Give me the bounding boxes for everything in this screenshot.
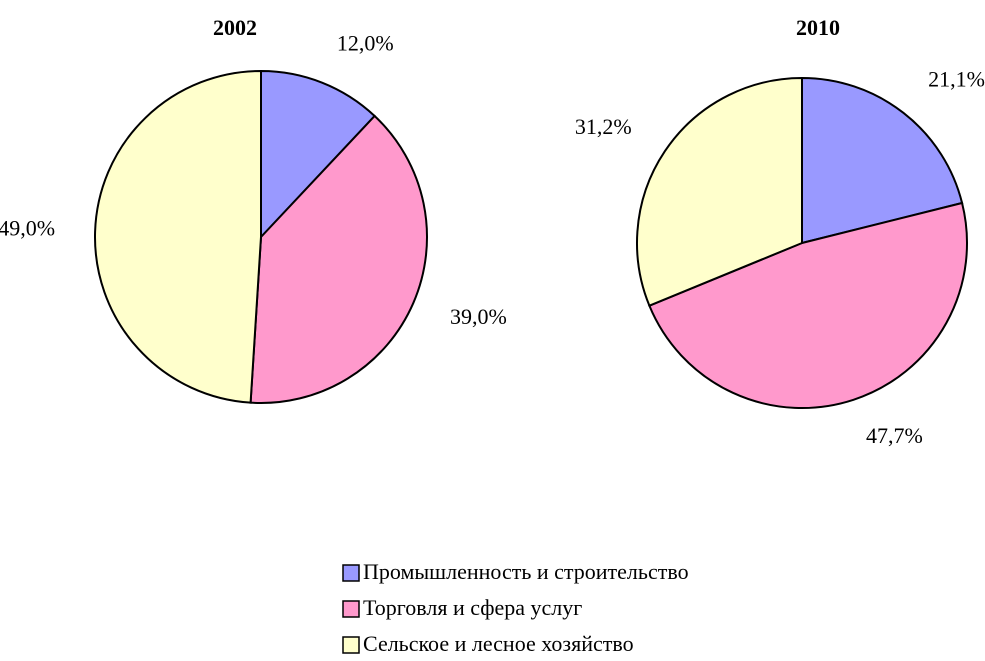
data-label: 49,0% — [0, 216, 55, 241]
legend-label: Промышленность и строительство — [363, 559, 689, 584]
chart-title: 2002 — [213, 15, 257, 40]
data-label: 21,1% — [928, 66, 985, 91]
legend-swatch — [342, 636, 360, 654]
pie-slice — [648, 201, 968, 409]
pie-slice — [94, 69, 262, 404]
data-label: 47,7% — [866, 423, 923, 448]
pie-slice — [249, 114, 428, 404]
data-label: 39,0% — [450, 304, 507, 329]
pie-slice — [801, 76, 964, 245]
pie-slice — [636, 76, 803, 307]
chart-title: 2010 — [796, 15, 840, 40]
legend-label: Сельское и лесное хозяйство — [363, 631, 634, 656]
data-label: 12,0% — [337, 31, 394, 56]
legend-swatch — [342, 564, 360, 582]
legend-swatch — [342, 600, 360, 618]
legend-label: Торговля и сфера услуг — [363, 595, 582, 620]
data-label: 31,2% — [575, 114, 632, 139]
pie-slice — [260, 69, 377, 240]
